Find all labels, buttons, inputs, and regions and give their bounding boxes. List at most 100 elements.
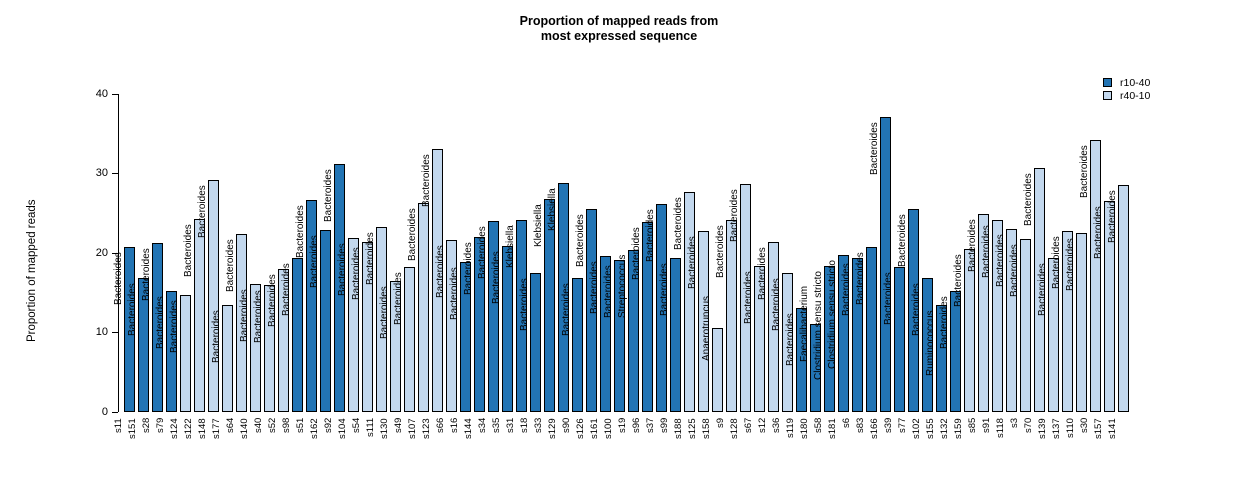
genus-label-s51: Bacteroides xyxy=(295,205,306,259)
genus-label-s49: Bacteroides xyxy=(393,272,404,326)
genus-label-s64: Bacteroides xyxy=(225,239,236,293)
bar-s155 xyxy=(935,304,947,412)
x-tick-label-s51: s51 xyxy=(295,417,306,433)
x-tick-label-s141: s141 xyxy=(1107,418,1118,439)
x-tick-label-s157: s157 xyxy=(1093,418,1104,439)
bar-s79 xyxy=(165,291,177,412)
genus-label-s123: Bacteroides xyxy=(421,153,432,207)
x-tick-label-s125: s125 xyxy=(687,418,698,439)
x-tick-label-s98: s98 xyxy=(281,417,292,433)
genus-label-s70: Bacteroides xyxy=(1023,172,1034,226)
genus-label-s137: Bacteroides xyxy=(1051,235,1062,289)
genus-label-s157: Bacteroides xyxy=(1093,206,1104,260)
legend-label: r40-10 xyxy=(1120,90,1151,102)
y-tick-label: 40 xyxy=(95,87,108,100)
bar-s137 xyxy=(1061,230,1073,412)
genus-label-s54: Bacteroides xyxy=(351,246,362,300)
x-tick-label-s40: s40 xyxy=(253,417,264,433)
x-tick-label-s166: s166 xyxy=(869,418,880,439)
y-tick-label: 0 xyxy=(101,406,108,418)
bar-s144 xyxy=(473,236,485,412)
genus-label-s31: Klebsiella xyxy=(505,225,516,269)
genus-label-s91: Bacteroides xyxy=(981,225,992,279)
y-tick xyxy=(112,332,118,334)
bar-s110 xyxy=(1075,232,1087,412)
bar-s52 xyxy=(277,268,289,412)
bar-s96 xyxy=(641,221,653,412)
genus-label-s188: Bacteroides xyxy=(673,197,684,251)
y-axis-line xyxy=(118,93,119,412)
genus-label-s83: Bacteroides xyxy=(855,252,866,306)
y-tick-label: 20 xyxy=(95,246,108,259)
x-tick-label-s85: s85 xyxy=(967,417,978,433)
genus-label-s98: Bacteroides xyxy=(281,262,292,316)
bar-s181 xyxy=(837,255,849,412)
genus-label-s177: Bacteroides xyxy=(211,309,222,363)
genus-label-s99: Bacteroides xyxy=(659,263,670,317)
genus-label-s110: Bacteroides xyxy=(1065,238,1076,291)
genus-label-s100: Bacteroides xyxy=(603,265,614,318)
x-tick-label-s11: s11 xyxy=(113,418,124,433)
x-tick-label-s107: s107 xyxy=(407,418,418,439)
x-tick-label-s30: s30 xyxy=(1079,417,1090,433)
genus-label-s140: Bacteroides xyxy=(239,289,250,342)
bar-s83 xyxy=(865,247,877,412)
genus-label-s52: Bacteroides xyxy=(267,273,278,327)
x-tick-label-s118: s118 xyxy=(995,418,1006,438)
bar-s91 xyxy=(991,220,1003,412)
x-tick-label-s111: s111 xyxy=(365,417,376,437)
bar-s40 xyxy=(263,284,275,412)
genus-label-s6: Bacteroides xyxy=(841,263,852,317)
genus-label-s144: Bacteroides xyxy=(463,242,474,295)
genus-label-s119: Bacteroides xyxy=(785,312,796,366)
x-tick-label-s158: s158 xyxy=(701,418,712,439)
genus-label-s122: Bacteroides xyxy=(183,224,194,278)
genus-label-s148: Bacteroides xyxy=(197,185,208,239)
x-tick-label-s162: s162 xyxy=(309,418,320,439)
bar-s64 xyxy=(235,234,247,412)
bar-s122 xyxy=(193,219,205,412)
bar-s177 xyxy=(221,304,233,412)
bar-s28 xyxy=(151,243,163,412)
bar-s66 xyxy=(445,240,457,412)
x-tick-label-s49: s49 xyxy=(393,417,404,433)
bar-s9 xyxy=(725,220,737,412)
genus-label-s155: Ruminococcus xyxy=(925,309,936,376)
x-tick-label-s148: s148 xyxy=(197,418,208,439)
x-tick-label-s67: s67 xyxy=(743,417,754,433)
y-tick-label: 10 xyxy=(95,326,108,339)
bar-s166 xyxy=(879,117,891,412)
bar-s85 xyxy=(977,213,989,412)
x-tick-label-s9: s9 xyxy=(715,417,726,428)
y-tick xyxy=(112,93,118,95)
x-tick-label-s90: s90 xyxy=(561,417,572,433)
x-tick-label-s139: s139 xyxy=(1037,418,1048,439)
y-axis-label: Proportion of mapped reads xyxy=(26,199,38,342)
bar-s158 xyxy=(711,328,723,412)
bar-s141 xyxy=(1117,185,1129,412)
bar-s107 xyxy=(417,202,429,412)
legend-swatch xyxy=(1103,91,1112,100)
genus-label-s125: Bacteroides xyxy=(687,236,698,290)
genus-label-s158: Anaerotruncus xyxy=(701,295,712,361)
x-tick-label-s52: s52 xyxy=(267,417,278,433)
x-tick-label-s31: s31 xyxy=(505,417,516,433)
genus-label-s141: Bacteroides xyxy=(1107,190,1118,244)
bar-s33 xyxy=(543,198,555,412)
x-tick-label-s126: s126 xyxy=(575,418,586,439)
bar-s6 xyxy=(851,258,863,412)
bar-s139 xyxy=(1047,258,1059,412)
bar-s130 xyxy=(389,281,401,412)
x-tick-label-s129: s129 xyxy=(547,418,558,439)
bar-s34 xyxy=(487,220,499,412)
bar-s104 xyxy=(347,237,359,412)
genus-label-s104: Bacteroides xyxy=(337,242,348,296)
genus-label-s96: Bacteroides xyxy=(631,226,642,280)
x-tick-label-s124: s124 xyxy=(169,418,180,439)
x-tick-label-s16: s16 xyxy=(449,417,460,433)
bar-s125 xyxy=(697,231,709,412)
genus-label-s36: Bacteroides xyxy=(771,277,782,331)
genus-label-s92: Bacteroides xyxy=(323,168,334,222)
bar-s19 xyxy=(627,250,639,412)
